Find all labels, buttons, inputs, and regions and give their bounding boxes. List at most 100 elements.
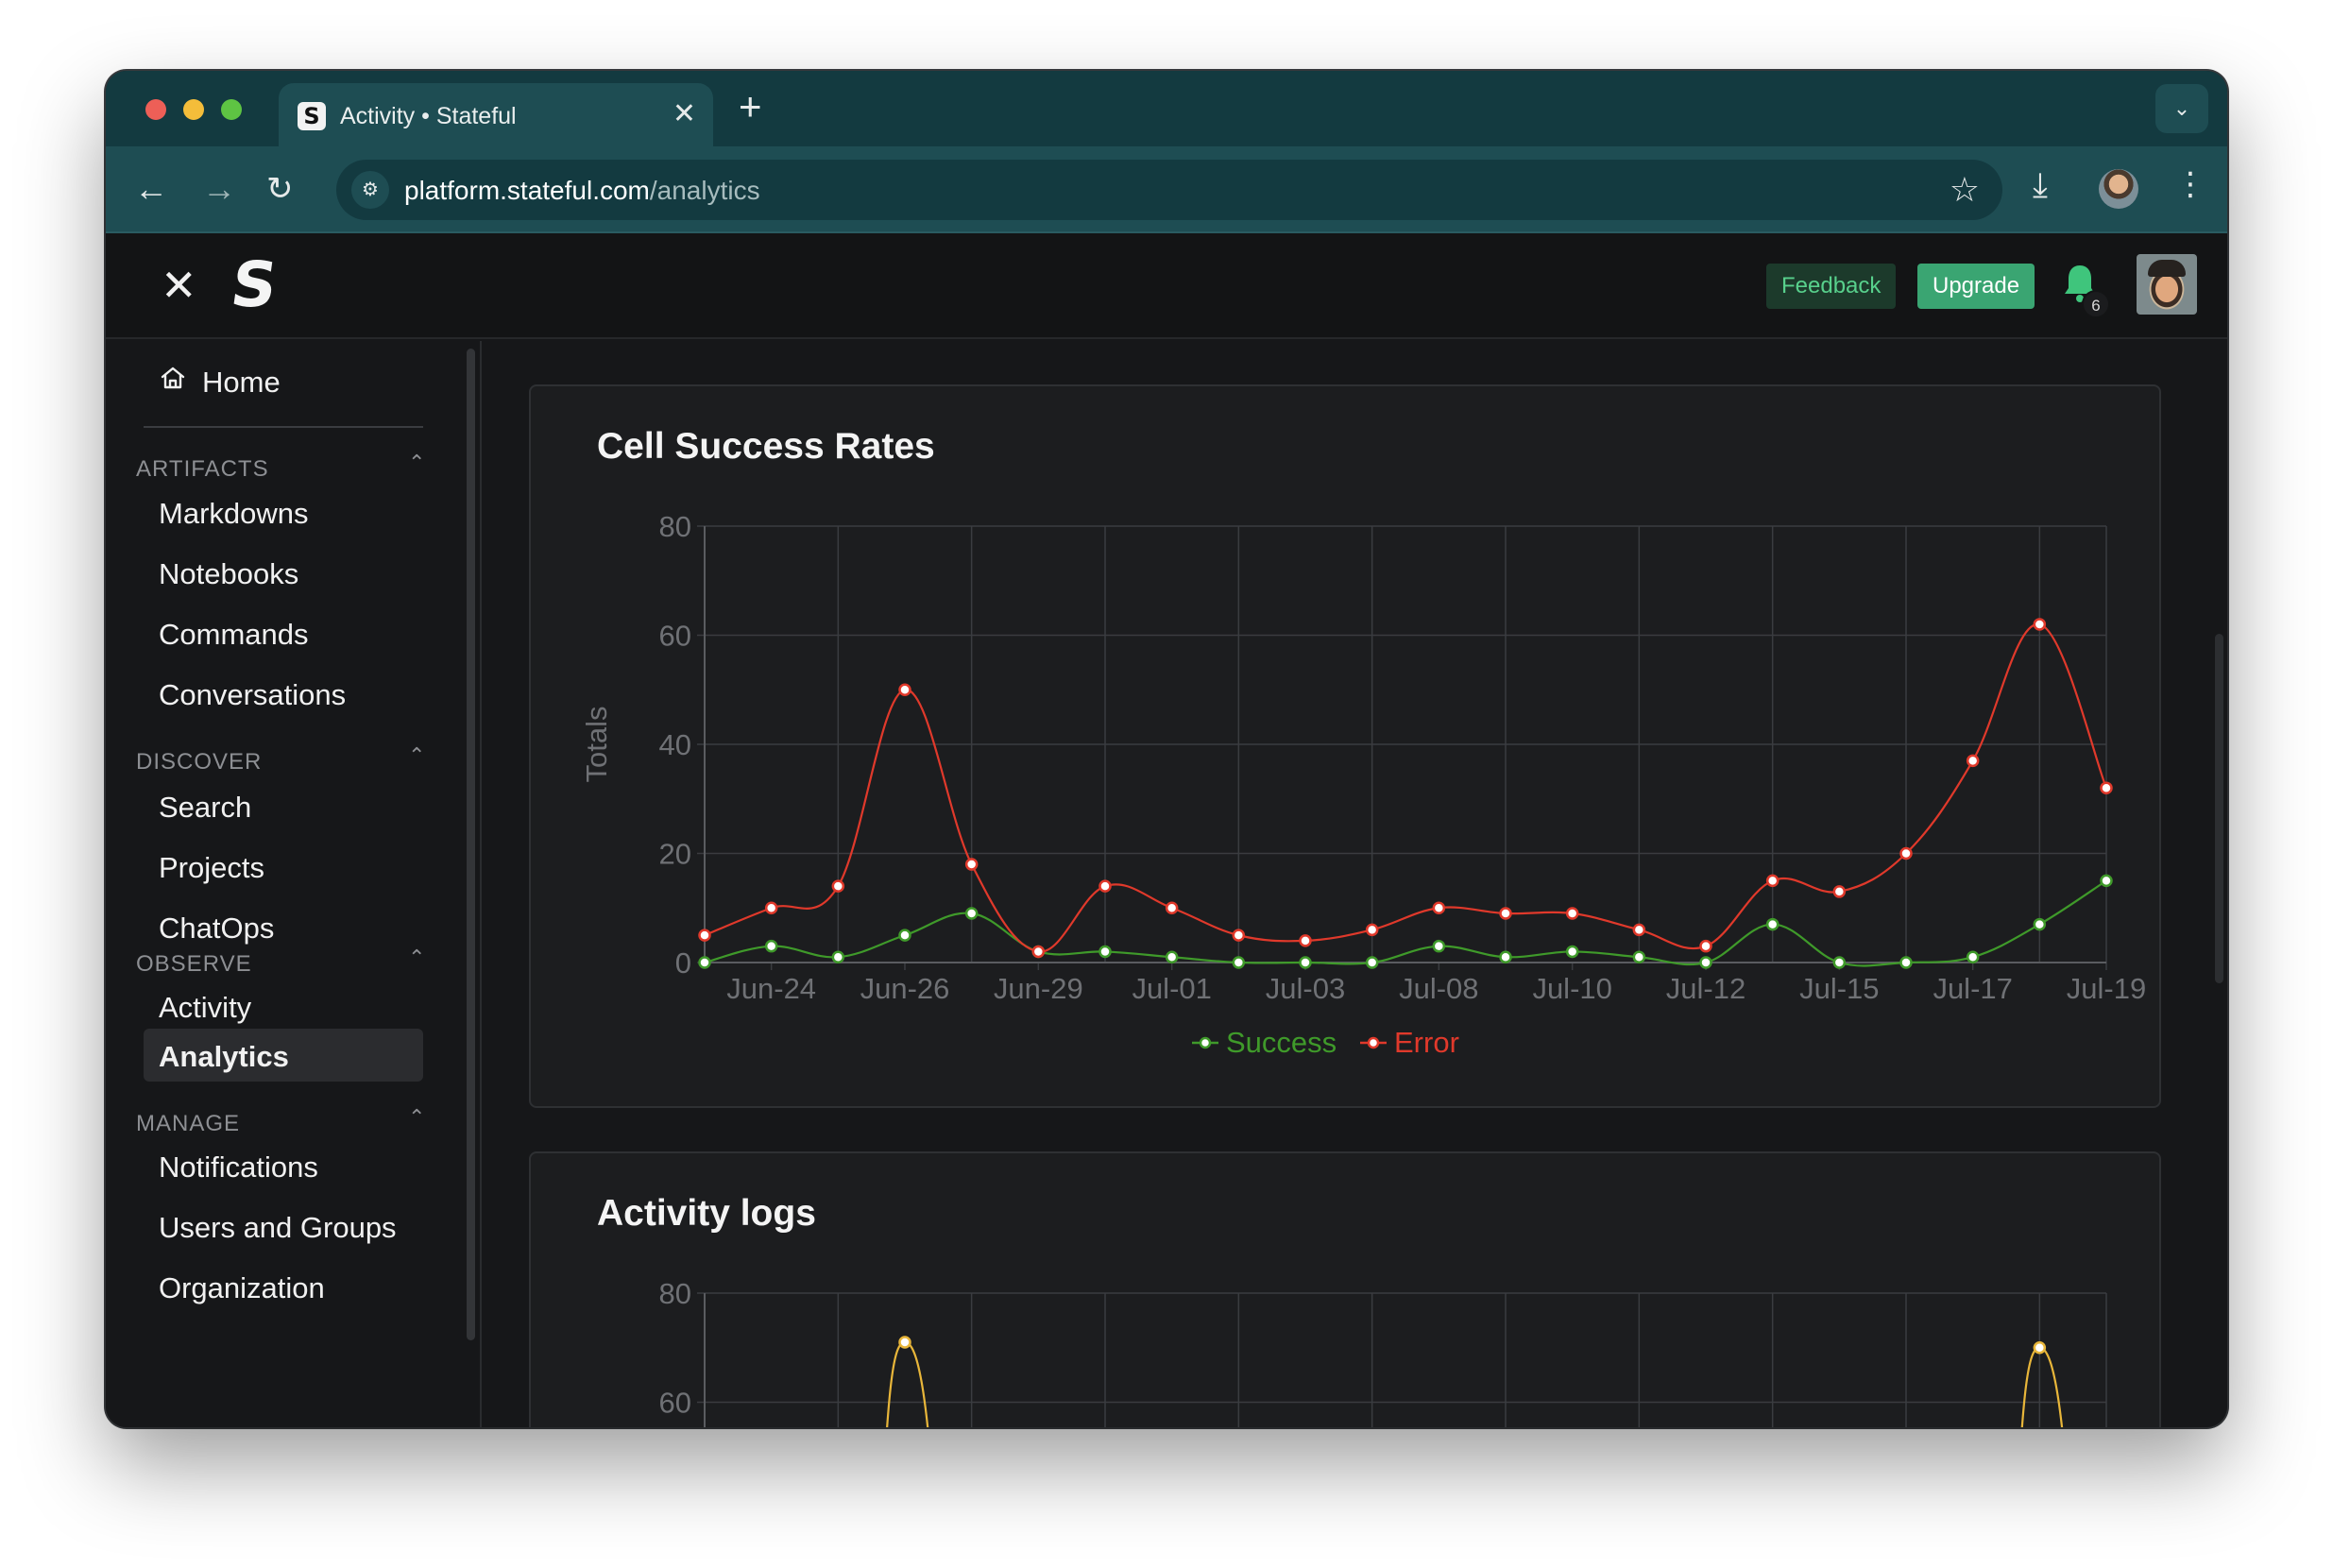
x-tick-label: Jul-15: [1799, 972, 1879, 1005]
sidebar-item-search[interactable]: Search: [159, 791, 252, 824]
x-tick-label: Jun-29: [994, 972, 1083, 1005]
data-point-error: [1098, 879, 1112, 893]
y-tick-label: 60: [659, 1387, 691, 1420]
cell-success-rates-card: Cell Success Rates 0 20 40 60 80 Jun-24 Jun-26…: [529, 384, 2161, 1108]
section-manage[interactable]: MANAGE: [136, 1111, 241, 1136]
collapse-observe-chevron-icon[interactable]: ⌃: [408, 946, 426, 969]
back-arrow-icon[interactable]: ←: [134, 169, 168, 208]
data-point-error: [831, 879, 845, 893]
data-point-error: [1565, 907, 1579, 920]
stateful-favicon-icon: S: [298, 102, 326, 130]
sidebar-item-chatops[interactable]: ChatOps: [159, 912, 275, 945]
data-point-success: [1299, 956, 1312, 969]
tab-strip: S Activity • Stateful ✕ + ⌄: [106, 71, 2227, 146]
sidebar-item-conversations[interactable]: Conversations: [159, 678, 347, 711]
collapse-artifacts-chevron-icon[interactable]: ⌃: [408, 451, 426, 474]
data-point-success: [764, 939, 778, 953]
data-point-success: [1098, 945, 1112, 959]
sidebar-item-projects[interactable]: Projects: [159, 851, 264, 884]
data-point-error: [1232, 929, 1246, 942]
section-artifacts[interactable]: ARTIFACTS: [136, 456, 269, 482]
site-settings-icon[interactable]: ⚙: [351, 171, 389, 209]
data-point-success: [1765, 917, 1780, 931]
sidebar-item-commands[interactable]: Commands: [159, 618, 309, 651]
y-axis-label: Totals: [580, 707, 613, 783]
data-point-success: [1232, 956, 1246, 969]
tab-close-icon[interactable]: ✕: [672, 98, 696, 129]
url-text[interactable]: platform.stateful.com/analytics: [404, 176, 760, 206]
y-tick-label: 40: [659, 728, 691, 761]
feedback-button[interactable]: Feedback: [1766, 264, 1897, 309]
data-point-success: [698, 956, 711, 969]
tab-search-chevron-icon[interactable]: ⌄: [2155, 84, 2208, 133]
data-point-success: [1699, 956, 1712, 969]
sidebar-item-notebooks[interactable]: Notebooks: [159, 557, 299, 590]
series-line-success: [704, 879, 2107, 967]
section-observe[interactable]: OBSERVE: [136, 951, 252, 977]
browser-window: S Activity • Stateful ✕ + ⌄ ← → ↻ ⚙ plat…: [106, 71, 2227, 1427]
data-point-error: [1699, 939, 1712, 953]
main-scrollbar[interactable]: [2215, 634, 2223, 983]
data-point-success: [1832, 956, 1847, 969]
card-title: Cell Success Rates: [597, 426, 935, 467]
collapse-manage-chevron-icon[interactable]: ⌃: [408, 1105, 426, 1129]
forward-arrow-icon[interactable]: →: [202, 169, 236, 208]
x-tick-label: Jul-08: [1399, 972, 1478, 1005]
download-icon[interactable]: ⤓: [2033, 165, 2048, 204]
reload-icon[interactable]: ↻: [266, 171, 294, 207]
close-sidebar-icon[interactable]: ✕: [161, 261, 197, 310]
minimize-window-button[interactable]: [183, 99, 204, 120]
data-point-success: [2033, 917, 2047, 931]
x-tick-label: Jul-01: [1132, 972, 1211, 1005]
data-point-error: [964, 858, 979, 871]
data-point-success: [1165, 950, 1179, 963]
bookmark-star-icon[interactable]: ☆: [1949, 170, 1980, 209]
data-point-activity: [2033, 1341, 2047, 1355]
sidebar-item-home[interactable]: Home: [202, 366, 281, 399]
maximize-window-button[interactable]: [221, 99, 242, 120]
sidebar-scrollbar[interactable]: [467, 349, 475, 1340]
browser-toolbar: ← → ↻ ⚙ platform.stateful.com/analytics …: [106, 146, 2227, 233]
sidebar-item-users-and-groups[interactable]: Users and Groups: [159, 1211, 397, 1244]
success-rates-chart: 0 20 40 60 80 Jun-24 Jun-26 Jun-29 Jul-01 Jul-03 J…: [580, 510, 2146, 1059]
data-point-success: [1632, 950, 1646, 963]
browser-tab-activity[interactable]: S Activity • Stateful ✕: [279, 83, 713, 146]
collapse-discover-chevron-icon[interactable]: ⌃: [408, 743, 426, 767]
legend-marker: [1199, 1036, 1212, 1049]
data-point-success: [1365, 956, 1379, 969]
new-tab-button[interactable]: +: [739, 84, 762, 128]
activity-logs-chart: 60 80: [659, 1277, 2107, 1427]
sidebar-item-activity[interactable]: Activity: [159, 991, 252, 1024]
y-tick-label: 80: [659, 1277, 691, 1310]
data-point-error: [764, 901, 778, 914]
sidebar-item-analytics[interactable]: Analytics: [159, 1040, 289, 1073]
home-icon: [161, 366, 185, 389]
data-point-error: [1765, 874, 1780, 888]
user-avatar[interactable]: [2137, 254, 2197, 315]
data-point-success: [2100, 874, 2113, 888]
address-bar[interactable]: ⚙ platform.stateful.com/analytics ☆: [336, 160, 2002, 220]
sidebar-item-notifications[interactable]: Notifications: [159, 1150, 318, 1184]
data-point-error: [1966, 754, 1980, 768]
browser-profile-avatar[interactable]: [2099, 169, 2138, 209]
browser-menu-icon[interactable]: ⋮: [2174, 166, 2206, 202]
y-tick-label: 20: [659, 838, 691, 871]
section-discover[interactable]: DISCOVER: [136, 749, 263, 775]
close-window-button[interactable]: [145, 99, 166, 120]
data-point-error: [1832, 885, 1847, 898]
data-point-success: [831, 950, 845, 963]
stateful-logo[interactable]: S: [226, 248, 282, 321]
notification-count-badge: 6: [2082, 290, 2110, 318]
url-host: platform.stateful.com: [404, 176, 650, 205]
data-point-success: [964, 907, 979, 920]
data-point-error: [1899, 846, 1913, 861]
upgrade-button[interactable]: Upgrade: [1917, 264, 2035, 309]
legend-label-success: Success: [1226, 1026, 1337, 1059]
data-point-error: [698, 929, 711, 942]
sidebar-item-organization[interactable]: Organization: [159, 1271, 325, 1304]
url-path: /analytics: [649, 176, 760, 205]
sidebar-item-markdowns[interactable]: Markdowns: [159, 497, 309, 530]
data-point-error: [1499, 907, 1512, 920]
y-tick-label: 0: [675, 946, 691, 980]
sidebar-divider: [144, 426, 423, 428]
